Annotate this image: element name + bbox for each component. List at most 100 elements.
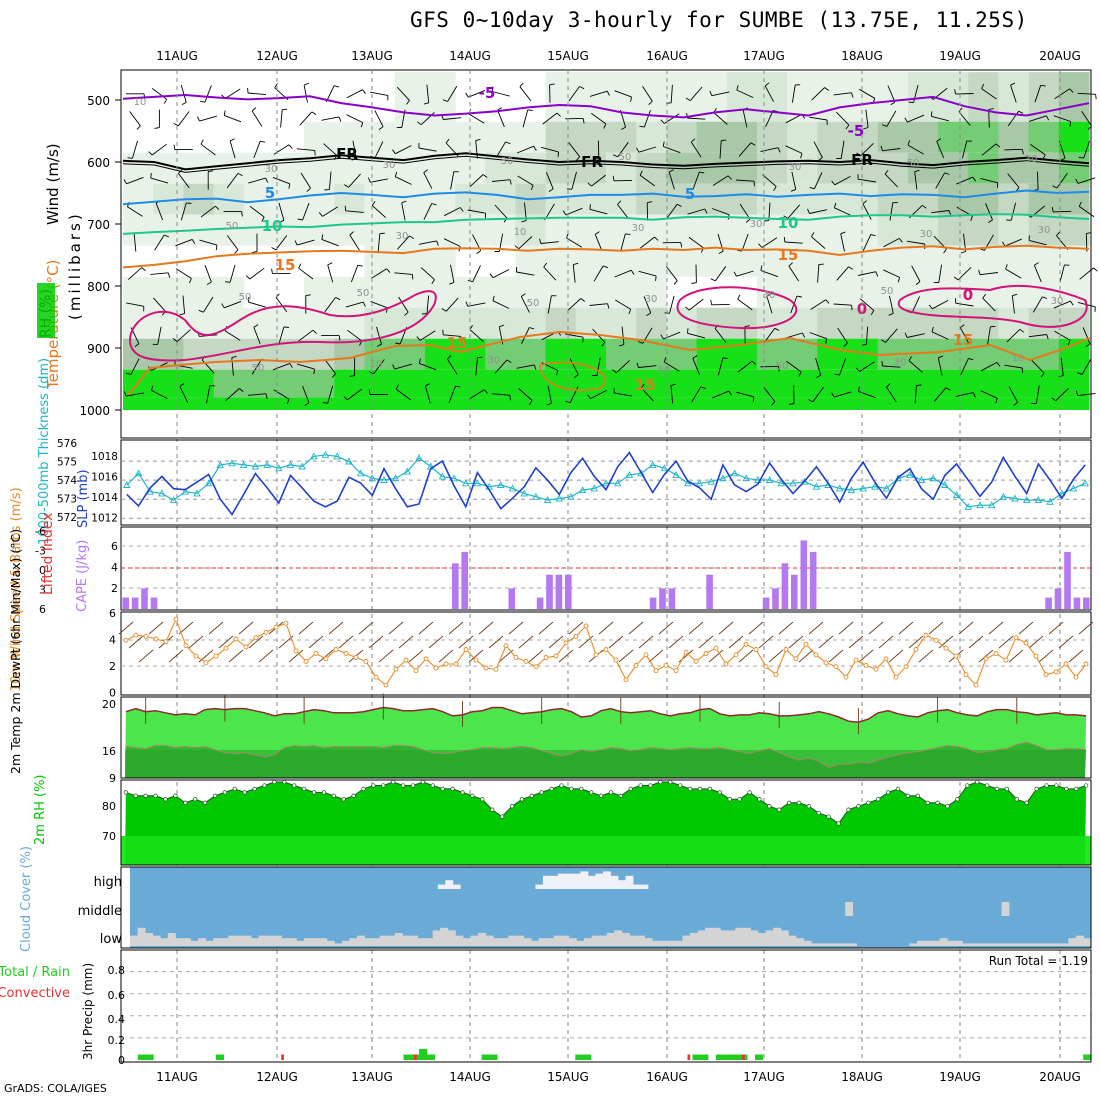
- low-cloud-bar: [788, 935, 797, 946]
- temp-contour-0-mid: [676, 286, 798, 330]
- rh-cell: [153, 276, 184, 308]
- wind-barb: [791, 84, 796, 103]
- wind-barb: [809, 209, 828, 214]
- wind-barb-flag: [549, 83, 555, 86]
- wind-barb-flag: [283, 326, 289, 328]
- low-cloud-bar: [440, 927, 449, 946]
- wind-barb: [155, 203, 164, 221]
- wind-barb: [689, 86, 703, 101]
- wind-speed-point: [1023, 640, 1029, 646]
- wind10m-barb: [408, 649, 424, 663]
- wind10m-barb: [478, 621, 494, 635]
- wind-barb-flag: [566, 188, 572, 190]
- rh2m-point: [499, 814, 505, 819]
- wind10m-barb: [528, 649, 544, 663]
- wind-barb: [1082, 327, 1091, 345]
- wind-barb-flag: [972, 176, 976, 182]
- high-cloud-bar: [640, 884, 649, 889]
- wind-barb: [786, 360, 802, 373]
- wind-barb-flag: [441, 308, 447, 312]
- wind-barb-field: [123, 82, 1098, 406]
- rh-cell: [515, 369, 547, 398]
- wind-barb-flag: [798, 371, 802, 377]
- wind-barb-flag: [1056, 231, 1061, 236]
- rh-cell: [545, 245, 577, 277]
- wind-barb: [839, 357, 847, 376]
- wind-barb: [519, 86, 532, 102]
- rh-cell: [424, 214, 456, 246]
- temp-contour-label: -5: [479, 84, 496, 102]
- wind-barb-flag: [811, 232, 815, 237]
- wind-barb: [322, 206, 339, 217]
- wind-barb: [324, 359, 336, 375]
- wind-barb-flag: [916, 384, 922, 386]
- wind-barb: [834, 176, 851, 186]
- low-cloud-bar: [288, 938, 297, 946]
- wind-barb-flag: [960, 324, 965, 329]
- rh-cell: [998, 214, 1030, 246]
- wind-speed-point: [683, 649, 689, 655]
- wind-speed-point: [183, 643, 189, 649]
- wind-barb-flag: [736, 85, 739, 91]
- wind-barb: [273, 389, 290, 400]
- thickness-point: [1081, 479, 1089, 487]
- wind-barb-flag: [771, 401, 776, 406]
- wind-barb-flag: [223, 110, 226, 116]
- wind-barb: [1078, 206, 1095, 218]
- low-cloud-bar: [515, 935, 524, 946]
- rh-contour-label: 50: [226, 221, 239, 232]
- wind-barb-flag: [766, 293, 772, 297]
- thickness-point: [555, 494, 564, 502]
- thickness-point: [1069, 484, 1078, 492]
- rh-cell: [485, 369, 517, 398]
- wind-barb: [150, 272, 169, 275]
- wind10m-barb: [398, 635, 414, 649]
- wind-barb: [1004, 238, 1022, 247]
- rain-legend: Total / Rain: [0, 965, 70, 980]
- rh-cell: [756, 152, 788, 184]
- wind10m-barb: [318, 649, 334, 663]
- rh2m-point: [668, 779, 673, 785]
- wind-barb-flag: [321, 234, 324, 240]
- wind-speed-point: [253, 635, 259, 641]
- wind-barb-flag: [1051, 397, 1056, 402]
- low-cloud-bar: [175, 938, 184, 946]
- wind-barb-flag: [613, 154, 618, 158]
- wind-barb-flag: [1051, 206, 1054, 212]
- wind10m-barbs: [118, 621, 1094, 663]
- wind-barb: [988, 109, 990, 128]
- wind-speed-point: [873, 666, 879, 672]
- rh2m-point: [777, 807, 782, 812]
- rh2m-point: [826, 814, 831, 819]
- rh-cell: [817, 397, 849, 410]
- cape-bar: [150, 597, 158, 609]
- rh-cell: [394, 183, 426, 215]
- low-cloud-bar: [1038, 943, 1046, 946]
- rh-cell: [817, 72, 849, 122]
- rh2m-point: [846, 807, 851, 812]
- rh-cell: [153, 397, 184, 410]
- wind-barb-flag: [636, 147, 640, 153]
- wind-barb: [419, 330, 436, 341]
- wind-barb-flag: [783, 215, 789, 219]
- wind-barb: [1031, 359, 1045, 374]
- wind-barb: [815, 357, 822, 376]
- wind-barb: [494, 204, 508, 219]
- high-cloud-bar: [625, 875, 634, 889]
- wind-barb-flag: [303, 82, 309, 86]
- wind-barb: [862, 203, 872, 220]
- wind10m-barb: [1008, 649, 1024, 663]
- wind-barb-flag: [548, 188, 554, 192]
- wind-barb: [468, 113, 485, 124]
- wind-barb: [736, 270, 754, 277]
- rh-cell: [666, 369, 698, 398]
- rh-cell: [938, 245, 969, 277]
- wind-speed-point: [363, 658, 369, 664]
- wind-barb: [132, 140, 138, 159]
- low-cloud-bar: [637, 935, 645, 946]
- wind-barb-flag: [362, 89, 366, 94]
- wind-barb-flag: [1005, 264, 1008, 270]
- wind-barb: [445, 297, 459, 312]
- wind-barb: [981, 143, 997, 156]
- wind-barb: [226, 235, 239, 251]
